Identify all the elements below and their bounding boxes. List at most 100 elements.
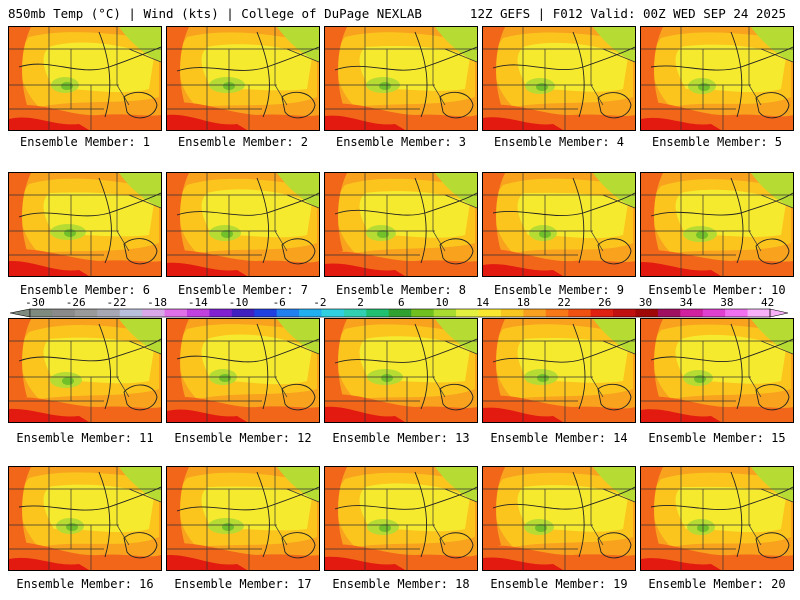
map-panel-graphic (483, 467, 635, 570)
colorbar-segment (366, 309, 390, 317)
colorbar-tick-label: 30 (638, 296, 653, 309)
ensemble-member-map (640, 318, 794, 423)
ensemble-member-label: Ensemble Member: 5 (651, 135, 783, 149)
colorbar-tick-label: -22 (106, 296, 127, 309)
colorbar-tick-label: 2 (357, 296, 364, 309)
colorbar-segment (276, 309, 300, 317)
ensemble-member-label: Ensemble Member: 12 (174, 431, 312, 445)
colorbar-segment (164, 309, 188, 317)
ensemble-member-map (8, 26, 162, 131)
colorbar-segment (97, 309, 121, 317)
colorbar-segment (74, 309, 98, 317)
ensemble-member-map (166, 318, 320, 423)
map-panel-graphic (641, 27, 793, 130)
map-panel-graphic (167, 173, 319, 276)
map-panel-graphic (167, 467, 319, 570)
ensemble-member-label: Ensemble Member: 15 (648, 431, 786, 445)
map-panel-graphic (641, 319, 793, 422)
colorbar-tick-label: 14 (476, 296, 490, 309)
ensemble-member-label: Ensemble Member: 4 (493, 135, 625, 149)
ensemble-member-map (324, 466, 478, 571)
colorbar-segment (52, 309, 76, 317)
colorbar-segment (523, 309, 547, 317)
ensemble-member-label: Ensemble Member: 17 (174, 577, 312, 591)
colorbar-segment (680, 309, 704, 317)
ensemble-member-map (482, 172, 636, 277)
colorbar-tick-label: -18 (147, 296, 168, 309)
colorbar-segment (590, 309, 614, 317)
ensemble-member-map (324, 172, 478, 277)
ensemble-member-label: Ensemble Member: 10 (648, 283, 786, 297)
map-panel-graphic (167, 27, 319, 130)
ensemble-member-map (8, 318, 162, 423)
map-panel-graphic (9, 319, 161, 422)
colorbar-segment (568, 309, 591, 317)
map-panel-graphic (483, 27, 635, 130)
temperature-colorbar: -30 -26 -22 -18 -14 -10 -6 -2 2 6 10 14 18 22 26 30 34 38… (0, 297, 800, 319)
ensemble-member-label: Ensemble Member: 9 (493, 283, 625, 297)
colorbar-min-arrow (9, 308, 31, 318)
colorbar-tick-label: 6 (397, 296, 405, 309)
ensemble-member-map (8, 172, 162, 277)
map-panel-graphic (641, 467, 793, 570)
colorbar-segment (231, 309, 255, 317)
colorbar-segment (725, 309, 748, 317)
colorbar-segment (142, 309, 165, 317)
ensemble-member-label: Ensemble Member: 19 (490, 577, 628, 591)
map-panel-graphic (9, 467, 161, 570)
colorbar-segment (702, 309, 726, 317)
map-panel-graphic (325, 319, 477, 422)
map-panel-graphic (325, 173, 477, 276)
colorbar-tick-label: 18 (516, 296, 531, 309)
ensemble-member-label: Ensemble Member: 18 (332, 577, 470, 591)
map-title: 850mb Temp (°C) | Wind (kts) | College o… (8, 6, 422, 21)
colorbar-segment (254, 309, 278, 317)
ensemble-member-label: Ensemble Member: 1 (19, 135, 151, 149)
ensemble-member-map (166, 466, 320, 571)
map-panel-graphic (9, 27, 161, 130)
ensemble-member-label: Ensemble Member: 7 (177, 283, 309, 297)
colorbar-segment (186, 309, 210, 317)
colorbar-segment (657, 309, 681, 317)
ensemble-member-map (640, 26, 794, 131)
ensemble-member-map (482, 26, 636, 131)
colorbar-tick-label: -14 (187, 296, 208, 309)
colorbar-tick-label: 10 (435, 296, 449, 309)
ensemble-member-label: Ensemble Member: 6 (19, 283, 151, 297)
ensemble-member-map (640, 466, 794, 571)
colorbar-segment (321, 309, 345, 317)
map-panel-graphic (483, 173, 635, 276)
ensemble-member-map (482, 318, 636, 423)
colorbar-tick-label: 42 (760, 296, 775, 309)
colorbar-segment (119, 309, 143, 317)
ensemble-member-map (166, 26, 320, 131)
colorbar-segment (478, 309, 502, 317)
ensemble-member-map (640, 172, 794, 277)
colorbar-segment (456, 309, 479, 317)
map-panel-graphic (641, 173, 793, 276)
ensemble-member-label: Ensemble Member: 11 (16, 431, 154, 445)
colorbar-tick-label: 34 (679, 296, 693, 309)
colorbar-tick-label: 22 (557, 296, 571, 309)
colorbar-segment (388, 309, 412, 317)
colorbar-tick-label: 38 (720, 296, 734, 309)
ensemble-member-map (8, 466, 162, 571)
colorbar-segment (299, 309, 322, 317)
colorbar-tick-label: -6 (272, 296, 286, 309)
colorbar-segment (343, 309, 367, 317)
colorbar-tick-label: -26 (65, 296, 86, 309)
colorbar-frame (29, 308, 771, 318)
colorbar-tick-label: 26 (598, 296, 612, 309)
ensemble-member-label: Ensemble Member: 13 (332, 431, 470, 445)
colorbar-max-arrow (769, 308, 789, 318)
ensemble-member-map (324, 318, 478, 423)
colorbar-segment (613, 309, 636, 317)
ensemble-member-map (324, 26, 478, 131)
map-panel-graphic (325, 467, 477, 570)
colorbar-segment (635, 309, 659, 317)
colorbar-segment (209, 309, 233, 317)
ensemble-member-label: Ensemble Member: 2 (177, 135, 309, 149)
colorbar-segment (500, 309, 524, 317)
map-panel-graphic (9, 173, 161, 276)
colorbar-segment (433, 309, 457, 317)
